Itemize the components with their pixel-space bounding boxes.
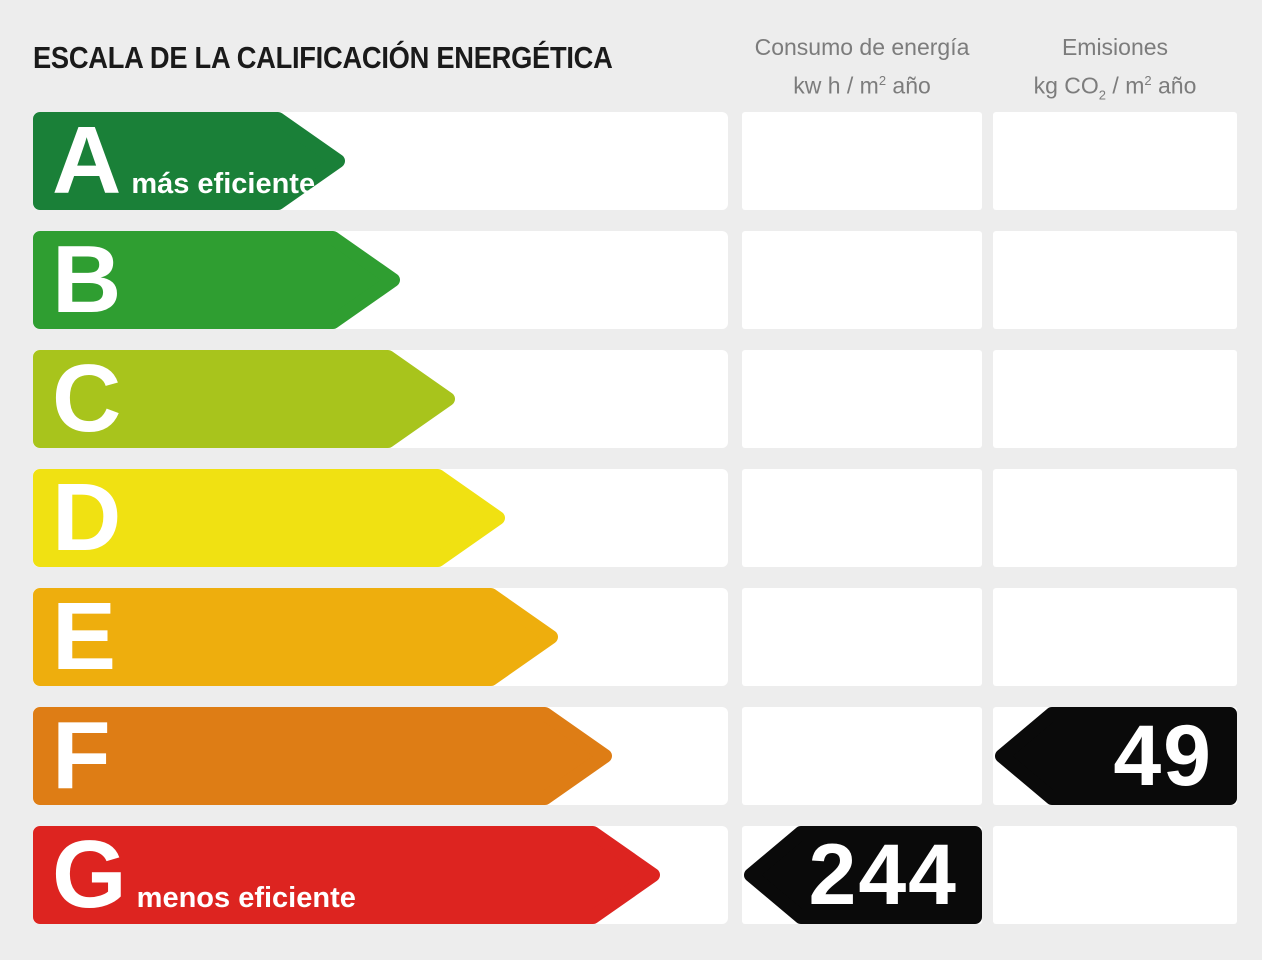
column-header-consumo-line2: kw h / m2 año: [742, 64, 982, 103]
emisiones-value-f: 49: [1113, 707, 1213, 804]
rating-label-a: más eficiente: [131, 168, 316, 200]
rating-letter-b: B: [52, 226, 122, 333]
rating-arrow-e: E: [33, 588, 558, 686]
emisiones-value-arrow-f: 49: [993, 707, 1237, 805]
page-title: ESCALA DE LA CALIFICACIÓN ENERGÉTICA: [33, 40, 613, 75]
rating-letter-c: C: [52, 345, 122, 452]
unit-text: 2: [878, 73, 887, 88]
consumo-cell-g: 244: [742, 826, 982, 924]
unit-text: año: [1151, 72, 1197, 99]
column-header-emisiones-line1: Emisiones: [1061, 34, 1169, 60]
emisiones-cell-f: 49: [993, 707, 1237, 805]
rating-arrow-content: E: [52, 588, 116, 686]
unit-text: kg CO: [1033, 72, 1099, 99]
rating-letter-e: E: [52, 583, 117, 690]
rating-row-f: F 49: [0, 707, 1262, 805]
rating-row-c: C: [0, 350, 1262, 448]
emisiones-cell-c: [993, 350, 1237, 448]
rating-arrow-f: F: [33, 707, 612, 805]
rating-letter-g: G: [52, 821, 127, 928]
unit-text: 2: [1098, 87, 1107, 103]
rating-letter-f: F: [52, 702, 111, 809]
rating-arrow-content: D: [52, 469, 121, 567]
consumo-cell-f: [742, 707, 982, 805]
column-header-consumo-line1: Consumo de energía: [754, 34, 970, 60]
rating-arrow-b: B: [33, 231, 400, 329]
rating-row-b: B: [0, 231, 1262, 329]
unit-text: 2: [1144, 73, 1152, 88]
rating-arrow-content: C: [52, 350, 121, 448]
rating-letter-a: A: [52, 107, 122, 214]
consumo-value-g: 244: [808, 826, 958, 923]
emisiones-cell-d: [993, 469, 1237, 567]
consumo-cell-b: [742, 231, 982, 329]
rating-arrow-content: B: [52, 231, 121, 329]
column-header-emisiones-line2: kg CO2 / m2 año: [993, 64, 1237, 112]
rating-row-d: D: [0, 469, 1262, 567]
emisiones-cell-g: [993, 826, 1237, 924]
unit-text: / m: [1106, 72, 1145, 99]
rating-label-g: menos eficiente: [136, 882, 356, 914]
rating-arrow-content: F: [52, 707, 111, 805]
consumo-cell-a: [742, 112, 982, 210]
unit-text: kw h / m: [793, 72, 879, 99]
column-header-consumo: Consumo de energía kw h / m2 año: [742, 30, 982, 103]
consumo-value-arrow-g: 244: [742, 826, 982, 924]
unit-text: año: [886, 72, 931, 99]
consumo-cell-e: [742, 588, 982, 686]
emisiones-cell-e: [993, 588, 1237, 686]
rating-arrow-c: C: [33, 350, 455, 448]
consumo-cell-c: [742, 350, 982, 448]
consumo-cell-d: [742, 469, 982, 567]
rating-arrow-d: D: [33, 469, 505, 567]
emisiones-cell-a: [993, 112, 1237, 210]
rating-letter-d: D: [52, 464, 122, 571]
emisiones-cell-b: [993, 231, 1237, 329]
column-header-emisiones: Emisiones kg CO2 / m2 año: [993, 30, 1237, 112]
rating-row-e: E: [0, 588, 1262, 686]
